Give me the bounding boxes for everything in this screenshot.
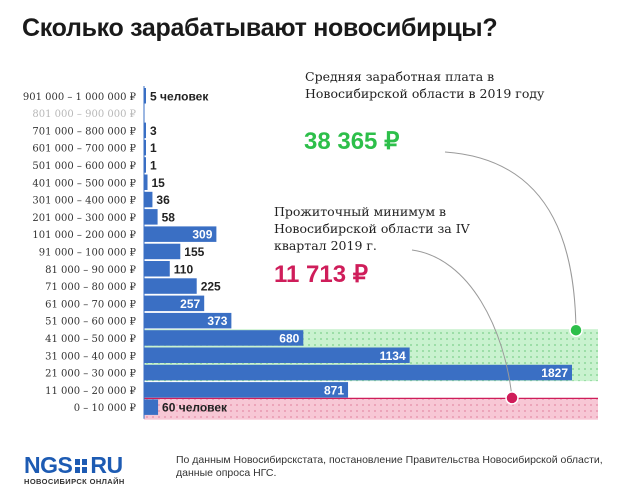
category-label: 901 000 – 1 000 000 ₽ — [23, 92, 136, 103]
average-connector — [444, 151, 577, 331]
bar — [144, 226, 217, 242]
bar — [144, 174, 148, 190]
value-label: 60 человек — [162, 401, 228, 415]
value-label: 3 — [150, 124, 157, 138]
value-label: 871 — [324, 383, 344, 397]
subsistence-minimum-note: Прожиточный минимум в Новосибирской обла… — [274, 204, 470, 253]
value-label: 155 — [184, 245, 204, 259]
category-label: 91 000 – 100 000 ₽ — [39, 247, 136, 258]
category-label: 801 000 – 900 000 ₽ — [32, 109, 136, 120]
bar — [144, 157, 146, 173]
value-label: 1134 — [380, 349, 406, 363]
category-label: 71 000 – 80 000 ₽ — [45, 282, 136, 293]
category-label: 61 000 – 70 000 ₽ — [45, 299, 136, 310]
value-label: 1827 — [541, 366, 568, 380]
value-label: 15 — [152, 176, 166, 190]
bar — [144, 364, 572, 381]
logo-ngs-text: NGS — [24, 452, 73, 478]
logo-subtitle: НОВОСИБИРСК ОНЛАЙН — [24, 477, 125, 486]
logo-dot-icon — [75, 458, 88, 473]
value-label: 1 — [150, 141, 157, 155]
logo-ru-text: RU — [90, 452, 123, 478]
category-label: 601 000 – 700 000 ₽ — [32, 144, 136, 155]
bar — [144, 139, 146, 156]
bar — [144, 122, 146, 139]
average-salary-note: Средняя заработная плата в Новосибирской… — [305, 69, 545, 101]
average-marker — [569, 323, 583, 337]
bar — [144, 209, 158, 225]
value-label: 58 — [162, 210, 176, 224]
value-label: 309 — [192, 228, 212, 242]
category-label: 11 000 – 20 000 ₽ — [45, 386, 136, 397]
value-label: 373 — [207, 314, 227, 328]
minimum-band-dots — [144, 398, 598, 420]
bar — [144, 382, 349, 398]
category-label: 201 000 – 300 000 ₽ — [32, 213, 136, 224]
value-label: 257 — [180, 297, 200, 311]
category-label: 401 000 – 500 000 ₽ — [32, 178, 136, 189]
category-label: 0 – 10 000 ₽ — [74, 403, 136, 414]
category-label: 501 000 – 600 000 ₽ — [32, 161, 136, 172]
bar — [144, 88, 146, 104]
value-label: 225 — [201, 280, 221, 294]
bar — [144, 261, 170, 277]
subsistence-minimum-value: 11 713 ₽ — [274, 261, 369, 288]
value-label: 1 — [150, 158, 157, 172]
bar — [144, 243, 181, 260]
bar — [144, 312, 232, 329]
category-label: 81 000 – 90 000 ₽ — [45, 265, 136, 276]
minimum-marker — [505, 391, 519, 405]
minimum-connector — [411, 249, 513, 398]
average-salary-value: 38 365 ₽ — [304, 128, 400, 155]
chart-title: Сколько зарабатывают новосибирцы? — [22, 14, 498, 42]
value-label: 5 человек — [150, 89, 209, 103]
value-label: 110 — [174, 262, 194, 276]
bar — [144, 347, 410, 363]
category-label: 701 000 – 800 000 ₽ — [32, 126, 136, 137]
category-label: 101 000 – 200 000 ₽ — [32, 230, 136, 241]
bar — [144, 278, 197, 294]
value-label: 680 — [279, 331, 299, 345]
bar — [144, 330, 304, 346]
bar — [144, 295, 205, 312]
value-label: 36 — [156, 193, 170, 207]
category-label: 41 000 – 50 000 ₽ — [45, 334, 136, 345]
category-label: 301 000 – 400 000 ₽ — [32, 196, 136, 207]
category-label: 31 000 – 40 000 ₽ — [45, 351, 136, 362]
bar — [144, 191, 153, 208]
source-note: По данным Новосибирскстата, постановлени… — [176, 454, 603, 479]
bar — [144, 399, 159, 415]
category-label: 51 000 – 60 000 ₽ — [45, 317, 136, 328]
ngs-logo: NGS RU НОВОСИБИРСК ОНЛАЙН — [24, 452, 125, 486]
category-label: 21 000 – 30 000 ₽ — [45, 369, 136, 380]
